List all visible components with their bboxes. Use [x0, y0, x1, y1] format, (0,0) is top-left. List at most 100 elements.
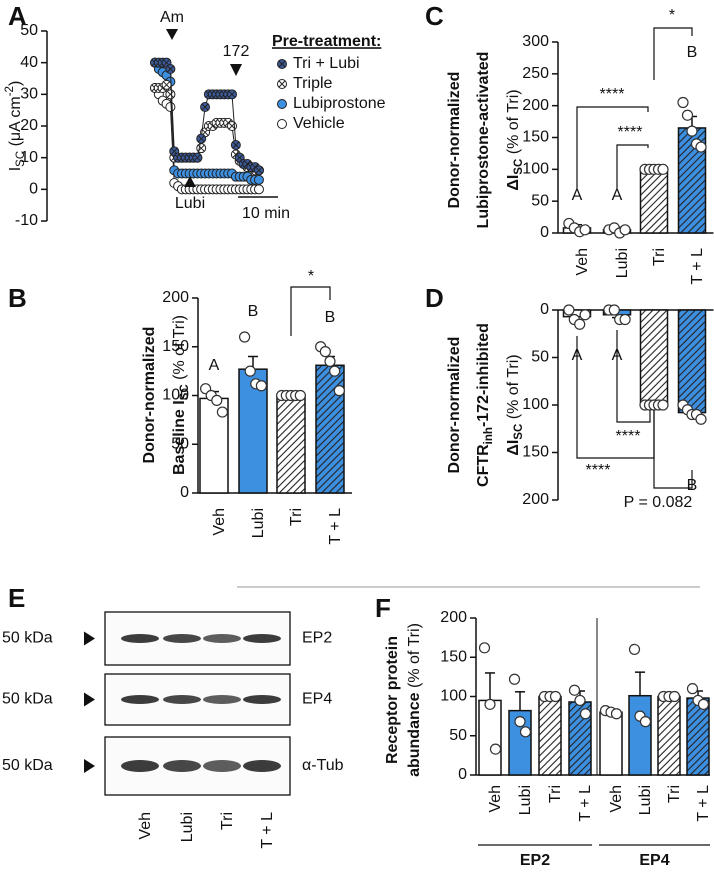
significance-bracket: [653, 410, 693, 489]
y-axis-label: ΔISC (% of Tri): [505, 89, 525, 190]
data-point: [639, 716, 652, 728]
y-tick-label: 50: [531, 192, 549, 209]
label-part: (% of Tri): [505, 89, 522, 158]
y-axis-label: Donor-normalized: [446, 72, 463, 209]
arrowhead: [84, 692, 95, 707]
x-tick-label: Lubi: [517, 785, 534, 815]
bar: [657, 695, 681, 776]
label-part: SC: [513, 424, 525, 440]
y-tick-label: 100: [440, 688, 467, 705]
marker-cross: [167, 90, 174, 98]
label-part: (% of Tri): [406, 623, 423, 692]
x-tick-label: Tri: [666, 785, 683, 803]
data-point: [211, 394, 223, 406]
data-point: [695, 141, 707, 153]
panel-label: E: [8, 583, 25, 613]
group-letter: B: [325, 309, 336, 326]
bar: [315, 364, 345, 494]
data-point: [574, 694, 586, 707]
size-marker: 50 kDa: [2, 630, 53, 647]
x-tick-label: T + L: [327, 508, 344, 545]
data-point: [619, 313, 631, 326]
legend-label: Vehicle: [293, 115, 345, 132]
x-tick-label: Tri: [288, 508, 305, 526]
y-tick-label: -10: [15, 212, 38, 229]
label-part: SC: [179, 384, 191, 400]
significance-bracket: [616, 330, 651, 423]
label-part: (μA cm: [7, 96, 24, 151]
y-axis-label: ΔISC (% of Tri): [505, 354, 525, 455]
legend-label: Lubiprostone: [293, 95, 386, 112]
group-letter: A: [612, 187, 623, 204]
data-point: [478, 642, 491, 654]
marker: [253, 174, 264, 185]
label-part: ): [7, 81, 24, 86]
data-point: [489, 743, 502, 755]
significance-label: ****: [618, 124, 643, 141]
x-tick-label: Lubi: [637, 785, 654, 815]
data-point: [549, 690, 562, 703]
bar: [677, 309, 707, 414]
y-tick-label: 100: [522, 161, 549, 178]
significance-bracket: [576, 106, 649, 190]
panel-label: C: [425, 1, 444, 31]
y-axis-label: CFTRinh-172-inhibited: [475, 323, 495, 487]
y-tick-label: 0: [540, 301, 549, 318]
arrowhead: [84, 759, 95, 773]
protein-label: EP4: [302, 691, 332, 708]
y-tick-label: 100: [162, 387, 189, 404]
y-tick-label: 20: [20, 117, 38, 134]
bar: [639, 168, 669, 234]
marker-cross: [163, 81, 170, 89]
label-part: -2: [4, 86, 16, 96]
y-tick-label: 50: [171, 435, 189, 452]
significance-bracket: [616, 144, 649, 190]
group-label: EP2: [520, 852, 550, 869]
arrowhead: [166, 29, 178, 40]
blot-band: [243, 695, 281, 704]
significance-bracket: [290, 286, 331, 336]
bar: [538, 695, 562, 776]
group-letter: B: [248, 303, 259, 320]
y-axis-label: abundance (% of Tri): [406, 623, 423, 777]
x-tick-label: Veh: [608, 785, 625, 813]
label-part: SC: [15, 151, 27, 167]
data-point: [574, 318, 586, 330]
x-tick-label: Veh: [137, 812, 154, 840]
label-part: ΔI: [505, 440, 522, 456]
data-point: [610, 708, 623, 720]
label-part: Receptor protein: [384, 636, 401, 764]
y-tick-label: 100: [522, 396, 549, 413]
data-point: [255, 380, 267, 392]
data-point: [579, 708, 592, 720]
blot-band: [243, 760, 281, 772]
marker: [165, 102, 176, 112]
marker-cross: [255, 166, 263, 174]
y-axis-label: Lubiprostone-activated: [475, 52, 492, 229]
label-part: Donor-normalized: [446, 72, 463, 209]
data-point: [294, 389, 306, 402]
y-tick-label: 50: [20, 22, 38, 39]
marker-cross: [167, 65, 174, 73]
data-point: [563, 304, 575, 316]
y-tick-label: 200: [162, 289, 189, 306]
x-tick-label: T + L: [577, 785, 594, 822]
significance-label: *: [308, 268, 314, 285]
marker-cross: [197, 135, 205, 143]
group-letter: A: [572, 187, 583, 204]
blot-band: [121, 760, 159, 772]
significance-label: *: [669, 7, 675, 24]
bar: [628, 694, 652, 776]
y-tick-label: 0: [29, 181, 38, 198]
arrowhead: [84, 631, 95, 646]
y-axis-label: Donor-normalized: [141, 327, 158, 464]
x-tick-label: Veh: [487, 785, 504, 813]
data-point: [484, 698, 496, 710]
annotation: 172: [223, 43, 250, 60]
data-point: [216, 406, 228, 418]
data-point: [239, 331, 251, 343]
significance-label: ****: [616, 428, 641, 445]
y-axis-label: Donor-normalized: [446, 337, 463, 474]
data-point: [686, 683, 699, 695]
